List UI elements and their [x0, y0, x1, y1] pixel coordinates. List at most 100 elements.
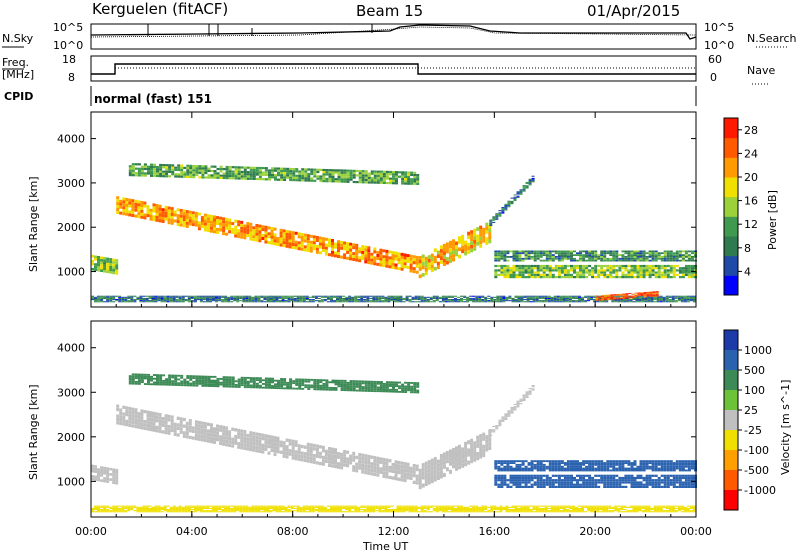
scatter-cell [612, 259, 616, 262]
scatter-cell [442, 472, 446, 477]
scatter-cell [145, 299, 149, 301]
scatter-cell [364, 471, 368, 475]
scatter-cell [164, 211, 168, 215]
scatter-cell [379, 170, 383, 173]
scatter-cell [106, 477, 110, 481]
scatter-cell [385, 385, 389, 387]
scatter-cell [619, 297, 623, 299]
scatter-cell [392, 175, 395, 178]
scatter-cell [219, 381, 223, 384]
scatter-cell [395, 173, 398, 176]
scatter-cell [473, 232, 477, 237]
scatter-cell [210, 426, 213, 430]
scatter-cell [531, 388, 535, 390]
scatter-cell [358, 384, 362, 386]
scatter-cell [545, 276, 549, 279]
scatter-cell [372, 296, 376, 298]
scatter-cell [275, 296, 279, 298]
scatter-cell [240, 235, 244, 239]
scatter-cell [597, 479, 601, 482]
scatter-cell [671, 296, 675, 298]
scatter-cell [613, 296, 617, 298]
scatter-cell [579, 276, 582, 279]
scatter-cell [304, 386, 308, 389]
scatter-cell [560, 269, 564, 272]
scatter-cell [498, 425, 502, 427]
scatter-cell [524, 483, 528, 486]
scatter-cell [139, 296, 143, 298]
scatter-cell [651, 485, 655, 488]
y-tick-label: 3000 [57, 177, 85, 190]
scatter-cell [180, 374, 184, 377]
scatter-cell [582, 476, 586, 480]
scatter-cell [146, 420, 150, 424]
scatter-cell [494, 269, 498, 272]
scatter-cell [482, 453, 486, 458]
scatter-cell [255, 377, 259, 380]
scatter-cell [234, 384, 238, 386]
scatter-cell [512, 254, 516, 256]
scatter-cell [509, 250, 513, 253]
scatter-cell [522, 396, 526, 398]
scatter-cell [392, 177, 395, 180]
scatter-cell [301, 387, 305, 390]
scatter-cell [225, 380, 229, 382]
scatter-cell [612, 485, 616, 488]
scatter-cell [572, 295, 575, 297]
scatter-cell [210, 217, 213, 221]
scatter-cell [358, 259, 362, 263]
scatter-cell [656, 296, 660, 298]
scatter-cell [304, 177, 308, 180]
scatter-cell [593, 301, 597, 303]
scatter-cell [449, 244, 452, 249]
scatter-cell [361, 460, 365, 464]
scatter-cell [318, 455, 322, 459]
scatter-cell [606, 476, 610, 480]
scatter-cell [254, 300, 258, 302]
scatter-cell [109, 473, 113, 476]
scatter-cell [630, 256, 634, 258]
scatter-cell [192, 375, 196, 378]
scatter-cell [177, 374, 181, 377]
scatter-cell [513, 406, 517, 408]
scatter-cell [609, 481, 613, 484]
scatter-cell [507, 206, 511, 208]
scatter-cell [276, 440, 280, 444]
scatter-cell [240, 436, 244, 440]
scatter-cell [648, 252, 652, 255]
scatter-cell [680, 299, 684, 301]
scatter-cell [576, 481, 579, 484]
scatter-cell [128, 201, 132, 205]
scatter-cell [523, 296, 527, 298]
scatter-cell [150, 172, 153, 175]
scatter-cell [364, 457, 368, 461]
scatter-cell [498, 420, 502, 422]
scatter-cell [551, 259, 555, 262]
scatter-cell [489, 429, 493, 431]
scatter-cell [433, 248, 437, 253]
scatter-cell [207, 375, 211, 378]
scatter-cell [222, 379, 226, 382]
power-colorbar-cell [724, 216, 738, 237]
scatter-cell [301, 378, 305, 381]
scatter-cell [639, 476, 643, 480]
scatter-cell [375, 295, 379, 297]
scatter-cell [127, 295, 131, 297]
scatter-cell [264, 173, 268, 176]
scatter-cell [112, 481, 116, 484]
scatter-cell [222, 168, 226, 171]
scatter-cell [173, 210, 177, 214]
scatter-cell [370, 181, 374, 184]
scatter-cell [212, 299, 215, 301]
scatter-cell [519, 191, 523, 193]
scatter-cell [198, 171, 202, 174]
scatter-cell [447, 299, 451, 301]
scatter-cell [283, 387, 287, 390]
scatter-cell [358, 466, 362, 470]
scatter-cell [240, 232, 244, 236]
scatter-cell [512, 257, 516, 260]
scatter-cell [545, 479, 549, 482]
scatter-cell [305, 299, 309, 301]
scatter-cell [378, 297, 382, 299]
scatter-cell [200, 424, 204, 429]
